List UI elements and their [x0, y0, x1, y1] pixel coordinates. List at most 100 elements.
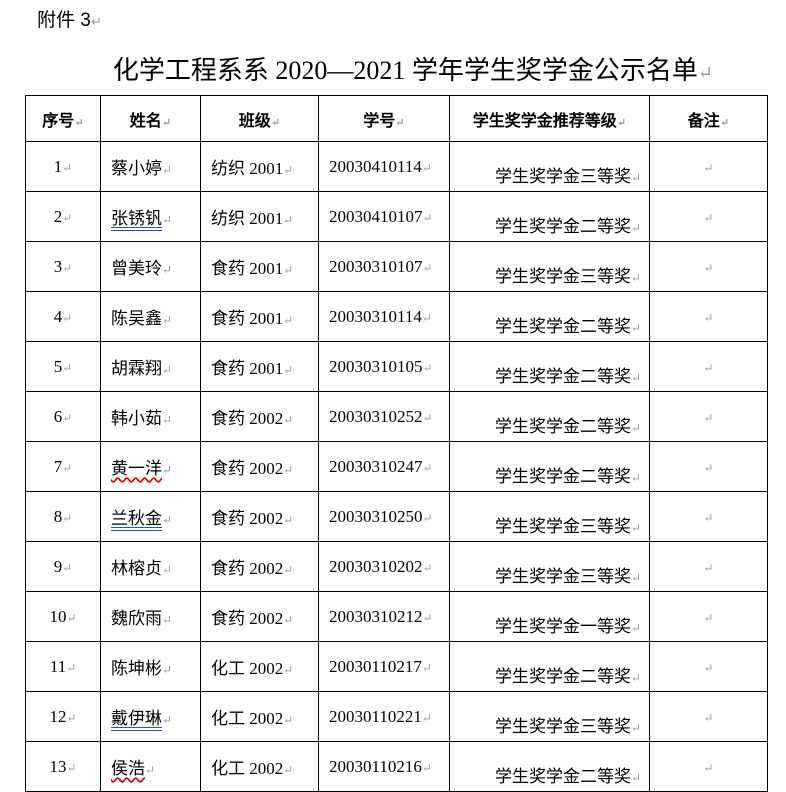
- cell-id: 20030310105↵: [318, 341, 450, 392]
- paragraph-mark-icon: ↵: [703, 660, 714, 675]
- paragraph-mark-icon: ↵: [62, 460, 73, 475]
- paragraph-mark-icon: ↵: [631, 721, 641, 735]
- table-row: 8↵ 兰秋金↵ 食药 2002↵ 20030310250↵ 学生奖学金三等奖↵ ↵: [25, 491, 768, 542]
- paragraph-mark-icon: ↵: [66, 660, 77, 675]
- cell-number: 6↵: [25, 391, 101, 442]
- student-id: 20030110217: [329, 656, 422, 676]
- row-number: 11: [49, 656, 67, 676]
- document-title: 化学工程系系 2020—2021 学年学生奖学金公示名单↵: [112, 56, 714, 85]
- paragraph-mark-icon: ↵: [161, 116, 172, 129]
- paragraph-mark-icon: ↵: [283, 313, 294, 327]
- paragraph-mark-icon: ↵: [162, 363, 172, 377]
- cell-id: 20030310114↵: [318, 291, 450, 342]
- cell-class: 食药 2002↵: [200, 391, 319, 442]
- row-number: 2: [53, 206, 63, 226]
- cell-level: 学生奖学金三等奖↵: [449, 541, 650, 592]
- paragraph-mark-icon: ↵: [631, 221, 641, 235]
- cell-class: 化工 2002↵: [200, 691, 319, 742]
- scholarship-level: 学生奖学金二等奖: [495, 417, 632, 436]
- student-id: 20030110216: [329, 756, 422, 776]
- student-id: 20030310107: [329, 256, 423, 276]
- paragraph-mark-icon: ↵: [422, 210, 433, 225]
- cell-class: 化工 2002↵: [200, 641, 319, 692]
- table-header-row: 序号↵ 姓名↵ 班级↵ 学号↵ 学生奖学金推荐等级↵ 备注↵: [25, 95, 768, 142]
- student-id: 20030310114: [329, 306, 422, 326]
- paragraph-mark-icon: ↵: [283, 213, 294, 227]
- paragraph-mark-icon: ↵: [422, 560, 433, 575]
- scholarship-level: 学生奖学金二等奖: [495, 667, 632, 686]
- cell-id: 20030310212↵: [318, 591, 450, 642]
- cell-note: ↵: [649, 291, 768, 342]
- cell-note: ↵: [649, 691, 768, 742]
- class-name: 食药 2002: [211, 509, 284, 528]
- class-name: 化工 2002: [211, 709, 284, 728]
- paragraph-mark-icon: ↵: [283, 713, 294, 727]
- paragraph-mark-icon: ↵: [66, 710, 77, 725]
- paragraph-mark-icon: ↵: [62, 160, 73, 175]
- cell-number: 1↵: [25, 141, 101, 192]
- class-name: 化工 2002: [211, 659, 284, 678]
- cell-class: 纺织 2001↵: [200, 191, 319, 242]
- scholarship-level: 学生奖学金二等奖: [495, 767, 632, 786]
- paragraph-mark-icon: ↵: [162, 263, 172, 277]
- cell-name: 黄一洋↵: [100, 441, 201, 492]
- table-row: 7↵ 黄一洋↵ 食药 2002↵ 20030310247↵ 学生奖学金二等奖↵ ↵: [25, 441, 768, 492]
- scholarship-level: 学生奖学金二等奖: [495, 367, 632, 386]
- cell-level: 学生奖学金三等奖↵: [449, 691, 650, 742]
- cell-note: ↵: [649, 241, 768, 292]
- cell-number: 12↵: [25, 691, 101, 742]
- paragraph-mark-icon: ↵: [631, 321, 641, 335]
- cell-class: 纺织 2001↵: [200, 141, 319, 192]
- cell-class: 食药 2002↵: [200, 541, 319, 592]
- column-header-label: 序号: [42, 112, 75, 130]
- paragraph-mark-icon: ↵: [631, 171, 641, 185]
- table-row: 9↵ 林榕贞↵ 食药 2002↵ 20030310202↵ 学生奖学金三等奖↵ ↵: [25, 541, 768, 592]
- class-name: 食药 2002: [211, 559, 284, 578]
- scholarship-level: 学生奖学金二等奖: [495, 317, 632, 336]
- student-name: 陈吴鑫: [111, 309, 162, 328]
- paragraph-mark-icon: ↵: [703, 710, 714, 725]
- class-name: 食药 2002: [211, 609, 284, 628]
- student-id: 20030310252: [329, 406, 423, 426]
- paragraph-mark-icon: ↵: [162, 663, 172, 677]
- paragraph-mark-icon: ↵: [90, 14, 103, 29]
- cell-id: 20030310252↵: [318, 391, 450, 442]
- paragraph-mark-icon: ↵: [616, 116, 627, 129]
- cell-note: ↵: [649, 141, 768, 192]
- paragraph-mark-icon: ↵: [283, 513, 294, 527]
- class-name: 纺织 2001: [211, 159, 284, 178]
- student-name: 陈坤彬: [111, 659, 162, 678]
- paragraph-mark-icon: ↵: [74, 116, 84, 129]
- paragraph-mark-icon: ↵: [283, 763, 294, 777]
- cell-name: 张锈钒↵: [100, 191, 201, 242]
- table-row: 13↵ 侯浩↵ 化工 2002↵ 20030110216↵ 学生奖学金二等奖↵ ↵: [25, 741, 768, 792]
- cell-name: 韩小茹↵: [100, 391, 201, 442]
- student-name: 蔡小婷: [111, 159, 162, 178]
- column-header-label: 姓名: [129, 112, 162, 130]
- cell-name: 兰秋金↵: [100, 491, 201, 542]
- paragraph-mark-icon: ↵: [631, 271, 641, 285]
- paragraph-mark-icon: ↵: [421, 660, 432, 675]
- student-name: 戴伊琳: [111, 709, 162, 728]
- paragraph-mark-icon: ↵: [66, 760, 77, 775]
- paragraph-mark-icon: ↵: [162, 463, 172, 477]
- cell-name: 魏欣雨↵: [100, 591, 201, 642]
- paragraph-mark-icon: ↵: [631, 671, 641, 685]
- class-name: 食药 2001: [211, 359, 284, 378]
- cell-number: 5↵: [25, 341, 101, 392]
- table-row: 5↵ 胡霖翔↵ 食药 2001↵ 20030310105↵ 学生奖学金二等奖↵ ↵: [25, 341, 768, 392]
- student-id: 20030310247: [329, 456, 423, 476]
- paragraph-mark-icon: ↵: [62, 260, 73, 275]
- attachment-label: 附件 3↵: [37, 10, 103, 31]
- cell-name: 曾美玲↵: [100, 241, 201, 292]
- paragraph-mark-icon: ↵: [270, 116, 281, 129]
- student-name: 黄一洋: [111, 459, 162, 478]
- column-header-label: 班级: [238, 112, 271, 130]
- paragraph-mark-icon: ↵: [421, 160, 432, 175]
- paragraph-mark-icon: ↵: [703, 510, 714, 525]
- cell-note: ↵: [649, 491, 768, 542]
- paragraph-mark-icon: ↵: [703, 210, 714, 225]
- scholarship-level: 学生奖学金三等奖: [495, 267, 632, 286]
- cell-level: 学生奖学金三等奖↵: [449, 141, 650, 192]
- column-header: 序号↵: [25, 95, 101, 142]
